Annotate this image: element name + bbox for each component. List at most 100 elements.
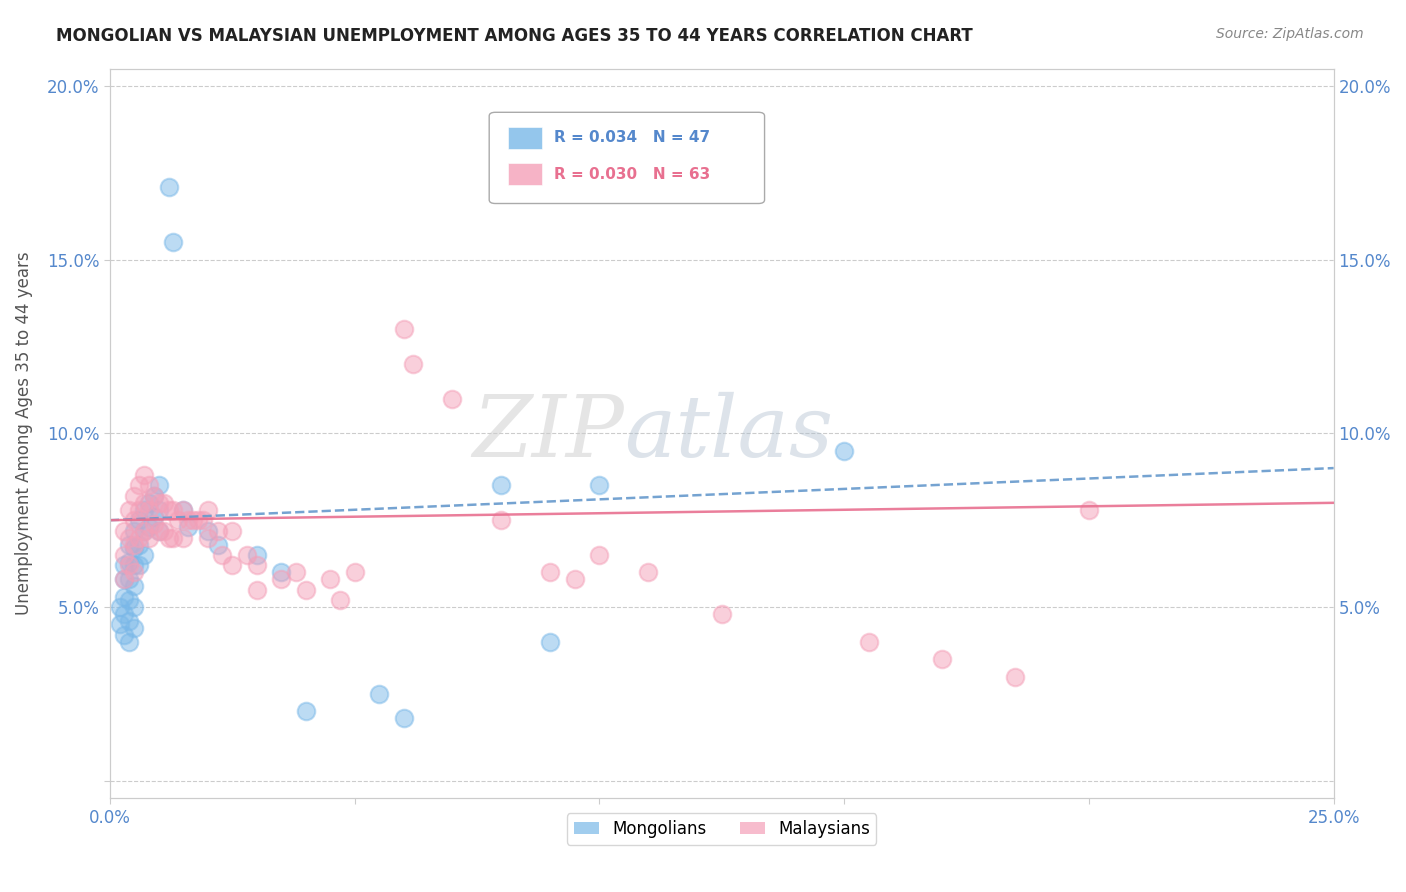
Point xyxy=(167,513,190,527)
Point xyxy=(118,555,141,569)
Point xyxy=(197,531,219,545)
Point xyxy=(124,537,146,551)
Point xyxy=(172,531,194,545)
Point xyxy=(118,531,141,545)
Point xyxy=(148,524,170,538)
Point xyxy=(132,524,155,538)
Text: MONGOLIAN VS MALAYSIAN UNEMPLOYMENT AMONG AGES 35 TO 44 YEARS CORRELATION CHART: MONGOLIAN VS MALAYSIAN UNEMPLOYMENT AMON… xyxy=(56,27,973,45)
Point xyxy=(128,558,150,573)
Point xyxy=(368,687,391,701)
Point xyxy=(207,537,229,551)
Point xyxy=(118,502,141,516)
Point xyxy=(114,524,136,538)
Point xyxy=(207,524,229,538)
Point xyxy=(392,322,415,336)
Point xyxy=(172,502,194,516)
Point xyxy=(1077,502,1099,516)
Point xyxy=(114,607,136,621)
Point xyxy=(118,614,141,628)
Point xyxy=(236,548,259,562)
Point xyxy=(138,496,160,510)
Text: R = 0.030   N = 63: R = 0.030 N = 63 xyxy=(554,167,710,182)
Point xyxy=(221,524,243,538)
Point xyxy=(124,566,146,580)
Point xyxy=(294,582,316,597)
Text: R = 0.034   N = 47: R = 0.034 N = 47 xyxy=(554,130,710,145)
Point xyxy=(142,509,165,524)
Point xyxy=(132,468,155,483)
Point xyxy=(294,704,316,718)
Point xyxy=(118,634,141,648)
Point xyxy=(132,502,155,516)
Point xyxy=(157,179,180,194)
Point xyxy=(114,628,136,642)
Point xyxy=(187,513,209,527)
Point xyxy=(124,524,146,538)
Point xyxy=(124,489,146,503)
Text: ZIP: ZIP xyxy=(472,392,624,475)
Point xyxy=(319,572,342,586)
Point xyxy=(148,496,170,510)
Point xyxy=(538,634,561,648)
Point xyxy=(441,392,464,406)
Point xyxy=(138,478,160,492)
Text: Source: ZipAtlas.com: Source: ZipAtlas.com xyxy=(1216,27,1364,41)
Text: atlas: atlas xyxy=(624,392,832,475)
Point xyxy=(138,531,160,545)
Point xyxy=(162,502,184,516)
Point xyxy=(132,524,155,538)
Point xyxy=(124,579,146,593)
Point xyxy=(114,558,136,573)
Point xyxy=(124,621,146,635)
Point xyxy=(142,489,165,503)
Point xyxy=(931,652,953,666)
Point xyxy=(114,572,136,586)
Point xyxy=(124,600,146,615)
Point xyxy=(148,524,170,538)
FancyBboxPatch shape xyxy=(508,127,541,149)
Point xyxy=(246,582,269,597)
Point xyxy=(710,607,733,621)
Point xyxy=(197,502,219,516)
Y-axis label: Unemployment Among Ages 35 to 44 years: Unemployment Among Ages 35 to 44 years xyxy=(15,252,32,615)
Point xyxy=(138,502,160,516)
Legend: Mongolians, Malaysians: Mongolians, Malaysians xyxy=(567,814,876,845)
Point xyxy=(114,572,136,586)
Point xyxy=(118,537,141,551)
Point xyxy=(343,566,366,580)
Point xyxy=(118,572,141,586)
Point xyxy=(284,566,307,580)
Point xyxy=(132,548,155,562)
Point xyxy=(564,572,586,586)
Point xyxy=(124,541,146,555)
Point xyxy=(588,478,610,492)
Point xyxy=(246,548,269,562)
Point xyxy=(128,537,150,551)
Point xyxy=(191,513,214,527)
Point xyxy=(221,558,243,573)
Point xyxy=(157,531,180,545)
Point xyxy=(142,516,165,531)
Point xyxy=(118,558,141,573)
Point xyxy=(246,558,269,573)
Point xyxy=(181,513,204,527)
Point xyxy=(114,548,136,562)
Point xyxy=(108,617,131,632)
Point xyxy=(832,443,855,458)
Point xyxy=(858,634,880,648)
Point xyxy=(177,513,200,527)
Point xyxy=(329,593,352,607)
Point xyxy=(124,558,146,573)
FancyBboxPatch shape xyxy=(508,163,541,186)
Point xyxy=(491,513,513,527)
Point xyxy=(588,548,610,562)
Point xyxy=(128,478,150,492)
Point xyxy=(157,502,180,516)
Point xyxy=(197,524,219,538)
Point xyxy=(538,566,561,580)
Point xyxy=(128,502,150,516)
Point xyxy=(128,513,150,527)
Point xyxy=(211,548,233,562)
Point xyxy=(270,572,292,586)
Point xyxy=(152,524,174,538)
